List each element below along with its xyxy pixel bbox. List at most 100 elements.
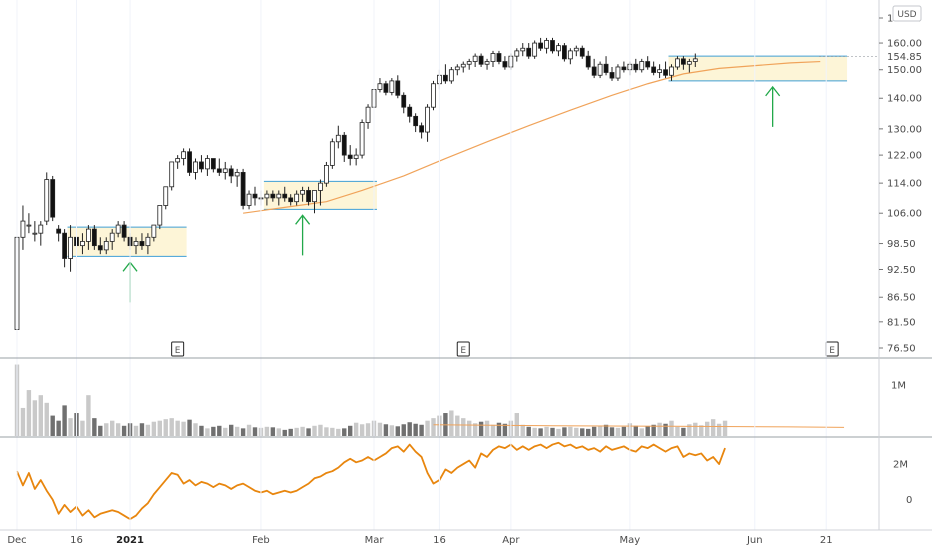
volume-bar[interactable]: [484, 420, 490, 436]
volume-bar[interactable]: [651, 424, 656, 436]
candle[interactable]: [514, 48, 520, 62]
volume-bar[interactable]: [110, 420, 115, 436]
volume-bar[interactable]: [359, 424, 365, 436]
candle[interactable]: [234, 168, 240, 187]
candle[interactable]: [151, 224, 157, 242]
volume-bar[interactable]: [699, 425, 704, 436]
candle[interactable]: [97, 237, 103, 255]
volume-bar[interactable]: [615, 427, 621, 436]
volume-bar[interactable]: [342, 428, 347, 436]
volume-bar[interactable]: [472, 423, 478, 436]
candle[interactable]: [139, 233, 145, 250]
candle[interactable]: [210, 158, 216, 173]
candle[interactable]: [341, 132, 347, 162]
candle[interactable]: [288, 194, 294, 206]
volume-bar[interactable]: [38, 395, 43, 436]
candle[interactable]: [401, 92, 407, 114]
candle[interactable]: [377, 78, 383, 93]
volume-bar[interactable]: [377, 422, 383, 436]
volume-bar[interactable]: [621, 426, 627, 436]
volume-bar[interactable]: [139, 423, 145, 436]
candle[interactable]: [86, 225, 91, 250]
candle[interactable]: [556, 43, 561, 57]
volume-bar[interactable]: [609, 427, 615, 436]
candle[interactable]: [62, 229, 67, 268]
candle[interactable]: [80, 233, 85, 255]
volume-bar[interactable]: [181, 421, 186, 436]
candle[interactable]: [68, 225, 73, 272]
volume-bar[interactable]: [461, 418, 466, 436]
candle[interactable]: [532, 40, 538, 59]
volume-bar[interactable]: [270, 427, 276, 436]
volume-bar[interactable]: [104, 423, 109, 436]
candle[interactable]: [264, 190, 270, 206]
candle[interactable]: [353, 148, 359, 166]
volume-bar[interactable]: [550, 427, 555, 436]
volume-bar[interactable]: [62, 405, 67, 436]
volume-bar[interactable]: [306, 428, 311, 436]
volume-bar[interactable]: [705, 421, 710, 436]
candle[interactable]: [240, 168, 246, 210]
volume-bar[interactable]: [234, 426, 240, 436]
volume-bar[interactable]: [318, 424, 323, 436]
volume-bar[interactable]: [693, 422, 698, 436]
candle[interactable]: [32, 221, 38, 242]
candle[interactable]: [442, 64, 448, 84]
volume-bar[interactable]: [496, 422, 502, 436]
candle[interactable]: [472, 53, 478, 67]
candle[interactable]: [228, 165, 234, 184]
candle[interactable]: [597, 61, 603, 79]
volume-bar[interactable]: [544, 426, 549, 436]
volume-bar[interactable]: [193, 423, 198, 436]
volume-bar[interactable]: [229, 424, 234, 436]
candle[interactable]: [270, 190, 276, 202]
candle[interactable]: [431, 80, 436, 111]
volume-bar[interactable]: [681, 427, 686, 436]
candle[interactable]: [538, 37, 543, 51]
candle[interactable]: [187, 148, 192, 176]
volume-bar[interactable]: [330, 427, 335, 436]
candle[interactable]: [163, 186, 169, 210]
candle[interactable]: [579, 45, 585, 59]
candle[interactable]: [395, 75, 401, 99]
candle[interactable]: [300, 186, 306, 202]
candle[interactable]: [312, 190, 317, 214]
volume-bar[interactable]: [603, 424, 609, 436]
candle[interactable]: [121, 221, 127, 242]
candle[interactable]: [252, 186, 258, 206]
candle[interactable]: [657, 64, 662, 79]
candle[interactable]: [407, 104, 413, 123]
candle[interactable]: [383, 80, 389, 96]
candle[interactable]: [621, 61, 627, 73]
volume-bar[interactable]: [205, 428, 210, 436]
volume-bar[interactable]: [98, 425, 103, 436]
candle[interactable]: [478, 53, 484, 67]
volume-bar[interactable]: [645, 426, 650, 436]
candle[interactable]: [145, 233, 151, 255]
volume-bar[interactable]: [175, 420, 180, 436]
volume-bar[interactable]: [514, 413, 519, 436]
candle[interactable]: [318, 179, 323, 206]
candle[interactable]: [359, 119, 365, 159]
volume-bar[interactable]: [20, 407, 26, 436]
volume-bar[interactable]: [157, 420, 162, 436]
candle[interactable]: [496, 50, 502, 65]
volume-bar[interactable]: [401, 424, 406, 436]
earnings-marker[interactable]: E: [456, 341, 470, 357]
candle[interactable]: [562, 43, 567, 62]
candle[interactable]: [585, 50, 591, 70]
candle[interactable]: [20, 205, 26, 250]
volume-bar[interactable]: [556, 428, 561, 436]
volume-bar[interactable]: [478, 421, 484, 436]
candle[interactable]: [645, 56, 651, 70]
candle[interactable]: [419, 122, 425, 139]
candle[interactable]: [484, 58, 490, 70]
volume-bar[interactable]: [133, 425, 139, 436]
earnings-marker[interactable]: E: [825, 341, 839, 357]
volume-bar[interactable]: [163, 419, 168, 436]
candle[interactable]: [323, 161, 329, 187]
earnings-marker[interactable]: E: [171, 341, 185, 357]
candle[interactable]: [609, 66, 615, 81]
volume-bar[interactable]: [348, 425, 353, 436]
